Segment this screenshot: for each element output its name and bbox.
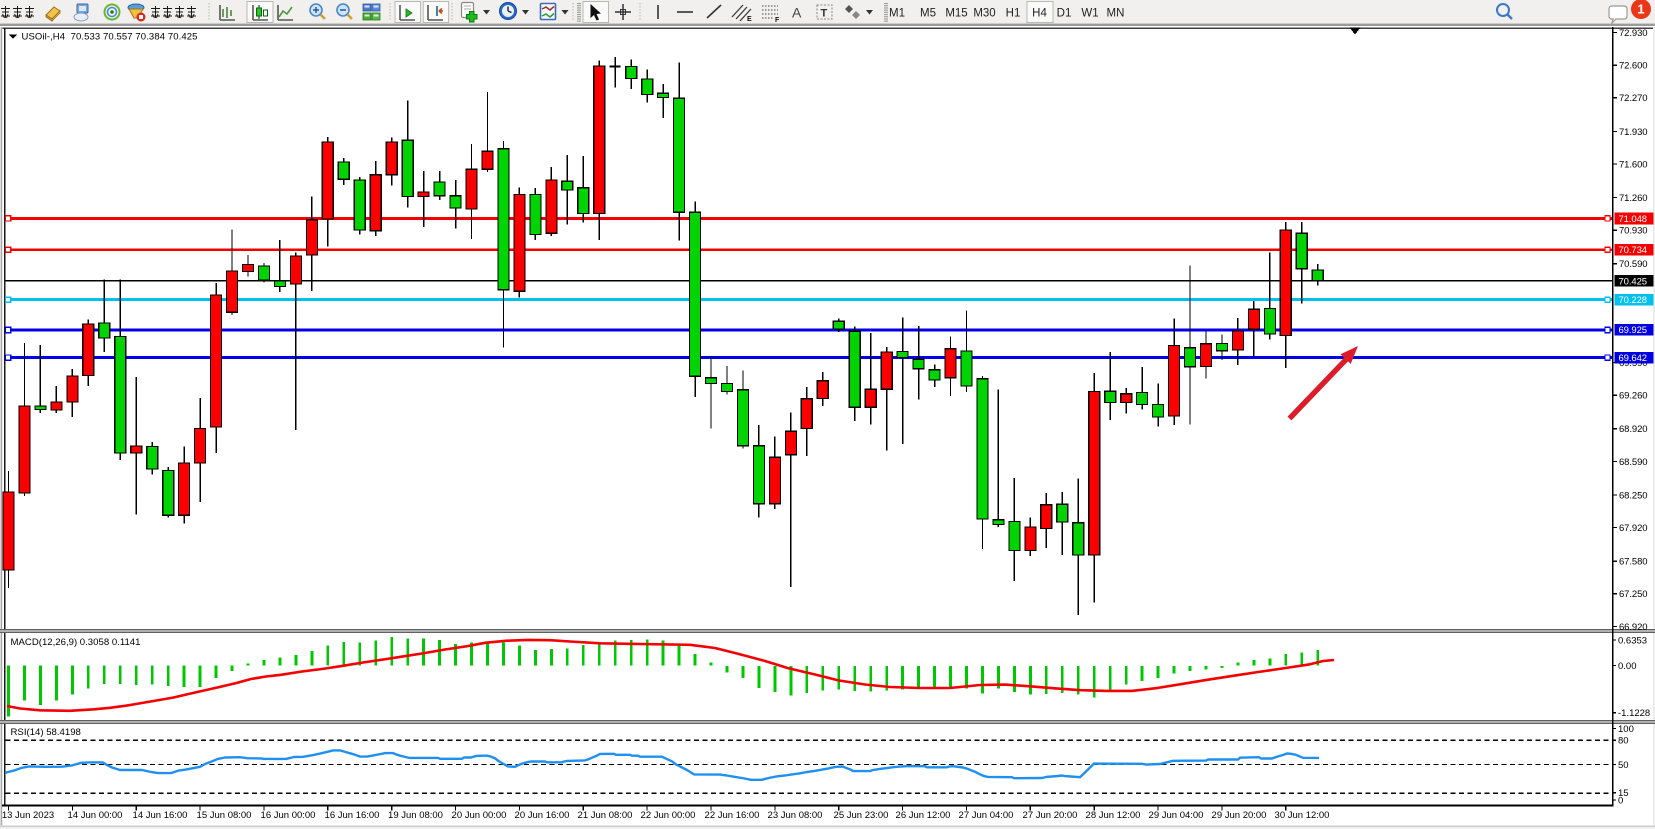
- svg-text:16 Jun 00:00: 16 Jun 00:00: [261, 810, 316, 821]
- svg-text:70.590: 70.590: [1619, 259, 1647, 270]
- svg-text:D1: D1: [1057, 8, 1072, 20]
- svg-text:70.425: 70.425: [1619, 276, 1647, 287]
- svg-text:E: E: [747, 16, 752, 23]
- svg-text:-1.1228: -1.1228: [1618, 708, 1650, 719]
- svg-text:80: 80: [1618, 736, 1629, 747]
- svg-text:28 Jun 12:00: 28 Jun 12:00: [1086, 810, 1141, 821]
- svg-text:20 Jun 16:00: 20 Jun 16:00: [515, 810, 570, 821]
- svg-text:69.925: 69.925: [1619, 325, 1647, 336]
- svg-text:71.930: 71.930: [1619, 127, 1647, 138]
- svg-text:70.228: 70.228: [1619, 295, 1647, 306]
- svg-text:29 Jun 04:00: 29 Jun 04:00: [1149, 810, 1204, 821]
- svg-text:68.590: 68.590: [1619, 457, 1647, 468]
- svg-text:26 Jun 12:00: 26 Jun 12:00: [896, 810, 951, 821]
- svg-text:30 Jun 12:00: 30 Jun 12:00: [1275, 810, 1330, 821]
- svg-text:15 Jun 08:00: 15 Jun 08:00: [197, 810, 252, 821]
- svg-text:67.250: 67.250: [1619, 589, 1647, 600]
- svg-text:66.920: 66.920: [1619, 622, 1647, 633]
- svg-text:69.260: 69.260: [1619, 391, 1647, 402]
- svg-text:71.260: 71.260: [1619, 193, 1647, 204]
- svg-text:T: T: [821, 8, 828, 20]
- svg-text:M1: M1: [889, 8, 905, 20]
- svg-text:72.930: 72.930: [1619, 28, 1647, 39]
- svg-text:14 Jun 16:00: 14 Jun 16:00: [133, 810, 188, 821]
- svg-text:0.6353: 0.6353: [1618, 635, 1647, 646]
- svg-text:H1: H1: [1006, 8, 1021, 20]
- svg-text:M15: M15: [945, 8, 967, 20]
- svg-text:29 Jun 20:00: 29 Jun 20:00: [1212, 810, 1267, 821]
- svg-text:69.642: 69.642: [1619, 353, 1647, 364]
- svg-text:0.00: 0.00: [1618, 661, 1637, 672]
- svg-text:0: 0: [1618, 795, 1623, 806]
- svg-text:13 Jun 2023: 13 Jun 2023: [2, 810, 54, 821]
- svg-text:19 Jun 08:00: 19 Jun 08:00: [388, 810, 443, 821]
- svg-text:W1: W1: [1081, 8, 1098, 20]
- svg-text:1: 1: [1637, 2, 1644, 17]
- svg-text:22 Jun 00:00: 22 Jun 00:00: [641, 810, 696, 821]
- svg-text:21 Jun 08:00: 21 Jun 08:00: [578, 810, 633, 821]
- svg-text:MN: MN: [1107, 8, 1125, 20]
- svg-text:70.734: 70.734: [1619, 245, 1647, 256]
- svg-text:68.920: 68.920: [1619, 424, 1647, 435]
- svg-text:100: 100: [1618, 724, 1634, 735]
- svg-text:71.600: 71.600: [1619, 159, 1647, 170]
- svg-text:72.600: 72.600: [1619, 61, 1647, 72]
- svg-text:20 Jun 00:00: 20 Jun 00:00: [452, 810, 507, 821]
- svg-text:22 Jun 16:00: 22 Jun 16:00: [705, 810, 760, 821]
- svg-text:23 Jun 08:00: 23 Jun 08:00: [768, 810, 823, 821]
- svg-text:25 Jun 23:00: 25 Jun 23:00: [834, 810, 889, 821]
- svg-text:67.580: 67.580: [1619, 557, 1647, 568]
- svg-text:69.590: 69.590: [1619, 358, 1647, 369]
- svg-text:A: A: [792, 5, 802, 21]
- svg-text:F: F: [775, 17, 780, 24]
- svg-text:68.250: 68.250: [1619, 490, 1647, 501]
- svg-text:M30: M30: [973, 8, 995, 20]
- svg-text:27 Jun 20:00: 27 Jun 20:00: [1023, 810, 1078, 821]
- svg-text:MACD(12,26,9) 0.3058 0.1141: MACD(12,26,9) 0.3058 0.1141: [11, 637, 141, 648]
- svg-text:72.270: 72.270: [1619, 93, 1647, 104]
- svg-text:71.048: 71.048: [1619, 214, 1647, 225]
- svg-text:50: 50: [1618, 760, 1629, 771]
- svg-text:27 Jun 04:00: 27 Jun 04:00: [959, 810, 1014, 821]
- svg-text:USOil-,H4 70.533 70.557 70.38: USOil-,H4 70.533 70.557 70.384 70.425: [22, 31, 198, 42]
- svg-text:16 Jun 16:00: 16 Jun 16:00: [325, 810, 380, 821]
- svg-text:H4: H4: [1032, 8, 1047, 20]
- svg-text:15: 15: [1618, 788, 1629, 799]
- svg-text:70.930: 70.930: [1619, 226, 1647, 237]
- svg-text:RSI(14) 58.4198: RSI(14) 58.4198: [11, 727, 81, 738]
- svg-text:67.920: 67.920: [1619, 523, 1647, 534]
- svg-text:M5: M5: [920, 8, 936, 20]
- svg-text:14 Jun 00:00: 14 Jun 00:00: [68, 810, 123, 821]
